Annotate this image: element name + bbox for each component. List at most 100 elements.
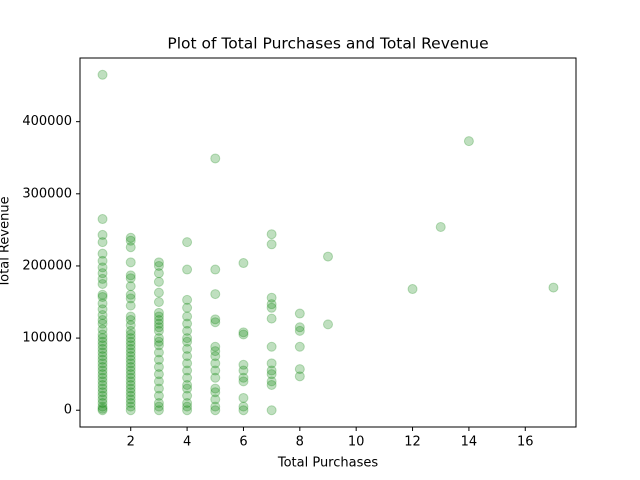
scatter-point xyxy=(125,300,136,311)
scatter-point xyxy=(125,387,136,398)
x-axis-label: Total Purchases xyxy=(277,456,379,471)
scatter-point xyxy=(125,315,136,326)
scatter-point xyxy=(97,329,108,340)
scatter-point xyxy=(125,273,136,284)
scatter-point xyxy=(125,351,136,362)
scatter-point xyxy=(153,287,164,298)
scatter-point xyxy=(266,299,277,310)
scatter-point xyxy=(97,390,108,401)
y-axis-label: Total Revenue xyxy=(0,196,13,288)
scatter-point xyxy=(125,376,136,387)
scatter-point xyxy=(153,340,164,351)
y-tick-label: 400000 xyxy=(22,114,72,129)
scatter-point xyxy=(97,318,108,329)
scatter-point xyxy=(125,289,136,300)
scatter-point xyxy=(125,405,136,416)
x-tick-label: 8 xyxy=(296,435,304,450)
scatter-point xyxy=(210,264,221,275)
scatter-point xyxy=(125,343,136,354)
scatter-point xyxy=(153,268,164,279)
scatter-point xyxy=(97,214,108,225)
scatter-point xyxy=(407,284,418,295)
scatter-point xyxy=(125,270,136,281)
scatter-point xyxy=(210,387,221,398)
scatter-point xyxy=(153,405,164,416)
scatter-point xyxy=(125,325,136,336)
scatter-point xyxy=(97,403,108,414)
scatter-point xyxy=(153,325,164,336)
scatter-point xyxy=(97,405,108,416)
scatter-point xyxy=(97,229,108,240)
scatter-point xyxy=(153,260,164,271)
scatter-point xyxy=(153,347,164,358)
scatter-point xyxy=(125,390,136,401)
scatter-point xyxy=(182,401,193,412)
scatter-point xyxy=(210,317,221,328)
scatter-point xyxy=(294,371,305,382)
scatter-point xyxy=(238,376,249,387)
scatter-point xyxy=(97,268,108,279)
scatter-point xyxy=(238,392,249,403)
scatter-point xyxy=(97,262,108,273)
scatter-point xyxy=(182,390,193,401)
scatter-point xyxy=(97,358,108,369)
scatter-point xyxy=(294,341,305,352)
scatter-point xyxy=(182,405,193,416)
scatter-point xyxy=(125,379,136,390)
scatter-point xyxy=(125,369,136,380)
scatter-point xyxy=(153,307,164,318)
scatter-point xyxy=(210,394,221,405)
scatter-point xyxy=(153,257,164,268)
scatter-point xyxy=(153,376,164,387)
scatter-point xyxy=(210,365,221,376)
scatter-point xyxy=(294,308,305,319)
plot-frame xyxy=(79,57,577,428)
x-tick-label: 2 xyxy=(127,435,135,450)
scatter-point xyxy=(182,358,193,369)
scatter-point xyxy=(266,369,277,380)
scatter-point xyxy=(125,394,136,405)
x-tick-label: 14 xyxy=(461,435,478,450)
scatter-point xyxy=(210,346,221,357)
scatter-point xyxy=(210,383,221,394)
scatter-point xyxy=(323,319,333,330)
x-tick-label: 4 xyxy=(183,435,191,450)
scatter-point xyxy=(182,311,193,322)
scatter-point xyxy=(463,136,474,147)
scatter-point xyxy=(182,343,193,354)
scatter-point xyxy=(125,354,136,365)
scatter-point xyxy=(97,278,108,289)
scatter-point xyxy=(125,361,136,372)
scatter-point xyxy=(182,351,193,362)
scatter-point xyxy=(266,302,277,313)
scatter-point xyxy=(153,333,164,344)
scatter-point xyxy=(125,235,136,246)
scatter-point xyxy=(97,365,108,376)
scatter-point xyxy=(97,398,108,409)
scatter-point xyxy=(125,383,136,394)
scatter-point xyxy=(97,324,108,335)
scatter-point xyxy=(238,372,249,383)
scatter-point xyxy=(125,365,136,376)
scatter-point xyxy=(323,251,333,262)
scatter-point xyxy=(125,293,136,304)
scatter-point xyxy=(238,329,249,340)
scatter-point xyxy=(97,304,108,315)
scatter-point xyxy=(125,333,136,344)
scatter-point xyxy=(182,365,193,376)
scatter-point xyxy=(153,315,164,326)
scatter-point xyxy=(97,394,108,405)
scatter-point xyxy=(210,289,221,300)
scatter-point xyxy=(182,383,193,394)
scatter-point xyxy=(97,255,108,266)
scatter-point xyxy=(266,239,277,250)
scatter-point xyxy=(97,237,108,248)
scatter-point xyxy=(153,390,164,401)
scatter-point xyxy=(97,401,108,412)
x-tick-label: 6 xyxy=(239,435,247,450)
scatter-point xyxy=(210,314,221,325)
scatter-point xyxy=(153,369,164,380)
scatter-point xyxy=(266,365,277,376)
scatter-point xyxy=(97,361,108,372)
